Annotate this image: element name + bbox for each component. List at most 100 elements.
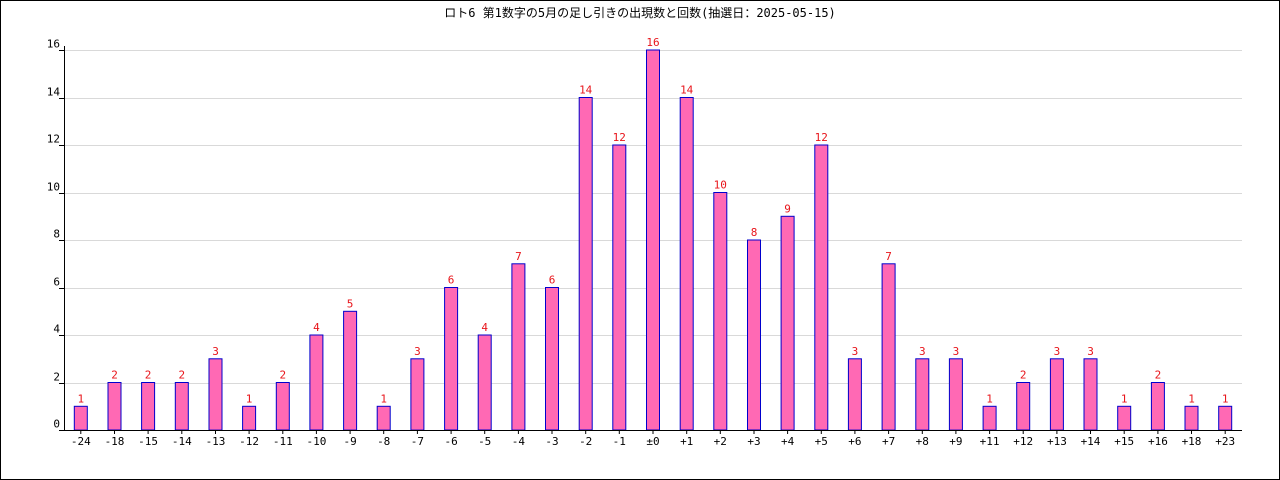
bar <box>646 49 660 431</box>
bar <box>242 405 257 431</box>
x-tick-label: -1 <box>613 435 626 448</box>
bar <box>174 382 189 431</box>
x-tick-label: -7 <box>411 435 424 448</box>
bar <box>847 358 862 431</box>
bar <box>410 358 425 431</box>
bar <box>107 382 122 431</box>
y-tick-label: 6 <box>53 276 60 289</box>
data-label: 6 <box>549 274 556 287</box>
data-label: 4 <box>481 321 488 334</box>
x-tick-label: -12 <box>239 435 259 448</box>
data-label: 8 <box>751 226 758 239</box>
data-label: 2 <box>1020 369 1027 382</box>
y-tick-label: 0 <box>53 418 60 431</box>
bar <box>948 358 963 431</box>
chart-title: ロト6 第1数字の5月の足し引きの出現数と回数(抽選日：2025-05-15) <box>444 6 836 20</box>
bar <box>679 97 694 431</box>
data-label: 1 <box>380 392 387 405</box>
data-label: 7 <box>515 250 522 263</box>
x-tick-label: -11 <box>273 435 293 448</box>
data-label: 7 <box>885 250 892 263</box>
bar <box>1117 405 1132 431</box>
x-tick-label: -3 <box>545 435 558 448</box>
data-label: 6 <box>448 274 455 287</box>
x-tick-label: +18 <box>1182 435 1202 448</box>
data-label: 1 <box>246 392 253 405</box>
data-label: 14 <box>680 84 694 97</box>
x-tick-label: +23 <box>1215 435 1235 448</box>
x-tick-label: -6 <box>444 435 457 448</box>
bar <box>1016 382 1031 431</box>
y-tick-label: 10 <box>47 181 60 194</box>
data-label: 2 <box>111 369 118 382</box>
x-tick-label: +7 <box>882 435 895 448</box>
data-label: 10 <box>714 179 727 192</box>
x-tick-label: -15 <box>138 435 158 448</box>
bar <box>309 334 324 431</box>
x-tick-label: +15 <box>1114 435 1134 448</box>
x-tick-label: +13 <box>1047 435 1067 448</box>
data-label: 3 <box>1054 345 1061 358</box>
data-label: 12 <box>613 131 626 144</box>
x-tick-label: -10 <box>306 435 326 448</box>
x-tick-label: +16 <box>1148 435 1168 448</box>
data-label: 1 <box>77 392 84 405</box>
bar <box>1150 382 1165 431</box>
data-label: 1 <box>1222 392 1229 405</box>
x-tick-label: +4 <box>781 435 795 448</box>
data-label: 3 <box>414 345 421 358</box>
data-label: 2 <box>145 369 152 382</box>
bar <box>73 405 88 431</box>
y-tick-label: 12 <box>47 133 60 146</box>
x-tick-label: -24 <box>71 435 91 448</box>
bar <box>915 358 930 431</box>
bar <box>545 287 559 431</box>
data-label: 4 <box>313 321 320 334</box>
data-label: 14 <box>579 84 593 97</box>
x-tick-label: -2 <box>579 435 592 448</box>
data-label: 2 <box>279 369 286 382</box>
x-tick-label: -4 <box>512 435 526 448</box>
bar <box>612 144 627 431</box>
y-tick-label: 4 <box>53 323 60 336</box>
bar <box>376 405 391 431</box>
y-tick-label: 2 <box>53 371 60 384</box>
x-tick-label: -5 <box>478 435 491 448</box>
y-tick-label: 14 <box>47 86 61 99</box>
x-tick-label: +5 <box>815 435 828 448</box>
bar <box>713 192 728 431</box>
y-tick-label: 8 <box>53 228 60 241</box>
bar <box>747 239 761 431</box>
bar <box>511 263 526 431</box>
x-tick-label: -14 <box>172 435 192 448</box>
y-tick-label: 16 <box>47 38 60 51</box>
bar <box>1218 405 1233 431</box>
bar <box>208 358 223 431</box>
bar <box>444 287 459 431</box>
data-label: 1 <box>1121 392 1128 405</box>
data-label: 5 <box>347 297 354 310</box>
x-tick-label: +12 <box>1013 435 1033 448</box>
bar <box>814 144 829 431</box>
data-label: 1 <box>986 392 993 405</box>
bar <box>578 97 593 431</box>
data-label: 1 <box>1188 392 1195 405</box>
x-tick-label: +1 <box>680 435 693 448</box>
x-tick-label: +2 <box>714 435 727 448</box>
data-label: 3 <box>212 345 219 358</box>
bar <box>141 382 156 431</box>
bar <box>1049 358 1064 431</box>
x-tick-label: +8 <box>916 435 929 448</box>
x-tick-label: -18 <box>105 435 125 448</box>
data-label: 12 <box>815 131 828 144</box>
bar <box>982 405 997 431</box>
data-label: 2 <box>1155 369 1162 382</box>
x-tick-label: -13 <box>206 435 226 448</box>
x-tick-label: -9 <box>343 435 356 448</box>
bar <box>780 215 795 431</box>
x-tick-label: +11 <box>980 435 1000 448</box>
x-tick-label: ±0 <box>646 435 659 448</box>
data-label: 16 <box>646 36 659 49</box>
data-label: 3 <box>919 345 926 358</box>
bar <box>343 310 358 431</box>
